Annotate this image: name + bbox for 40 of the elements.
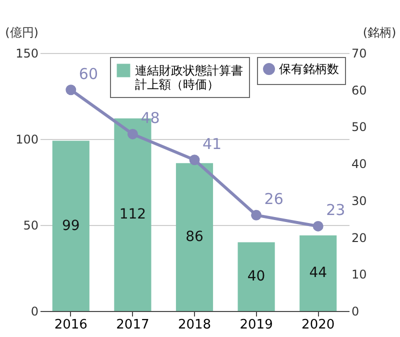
point (66, 84, 76, 96)
x-tick-label: 2020 (302, 318, 335, 332)
y2-tick-label: 50 (352, 120, 367, 134)
data-label: 60 (78, 64, 98, 83)
y2-tick-label: 70 (352, 46, 367, 60)
data-label: 112 (119, 206, 146, 223)
y-tick-label: 150 (16, 46, 38, 60)
data-label: 99 (62, 218, 80, 234)
data-label: 86 (186, 229, 204, 246)
x-tick-label: 2018 (178, 318, 212, 332)
y2-tick-label: 40 (352, 157, 367, 172)
bar (300, 235, 337, 311)
bar (238, 242, 275, 311)
y2-tick-label: 30 (352, 194, 367, 208)
bar (176, 163, 214, 311)
x-tick-label: 2019 (240, 318, 273, 332)
data-label: 23 (326, 201, 346, 220)
point (251, 210, 262, 220)
y-tick-label: 50 (23, 218, 38, 232)
y2-axis-title: (銘柄) (362, 26, 396, 40)
y2-tick-label: 20 (352, 230, 367, 245)
y2-tick-label: 60 (352, 83, 367, 98)
y2-tick-label: 10 (352, 268, 367, 282)
bar (52, 140, 90, 311)
data-label: 44 (309, 265, 328, 282)
y-tick-label: 100 (16, 132, 38, 146)
x-tick-label: 2016 (54, 318, 88, 332)
data-label: 48 (140, 109, 160, 128)
data-label: 26 (264, 190, 284, 208)
legend-label: 連結財政状態計算書計上額（時価） (135, 64, 243, 92)
y-axis-title: (億円) (5, 26, 38, 40)
y2-tick-label: 0 (352, 304, 360, 318)
point (127, 128, 138, 140)
data-label: 40 (247, 268, 266, 285)
point (189, 154, 200, 166)
x-tick-label: 2017 (116, 318, 150, 332)
legend-label: 保有銘柄数 (279, 62, 339, 76)
point (312, 220, 324, 232)
data-label: 41 (202, 134, 222, 153)
y-tick-label: 0 (30, 304, 38, 318)
